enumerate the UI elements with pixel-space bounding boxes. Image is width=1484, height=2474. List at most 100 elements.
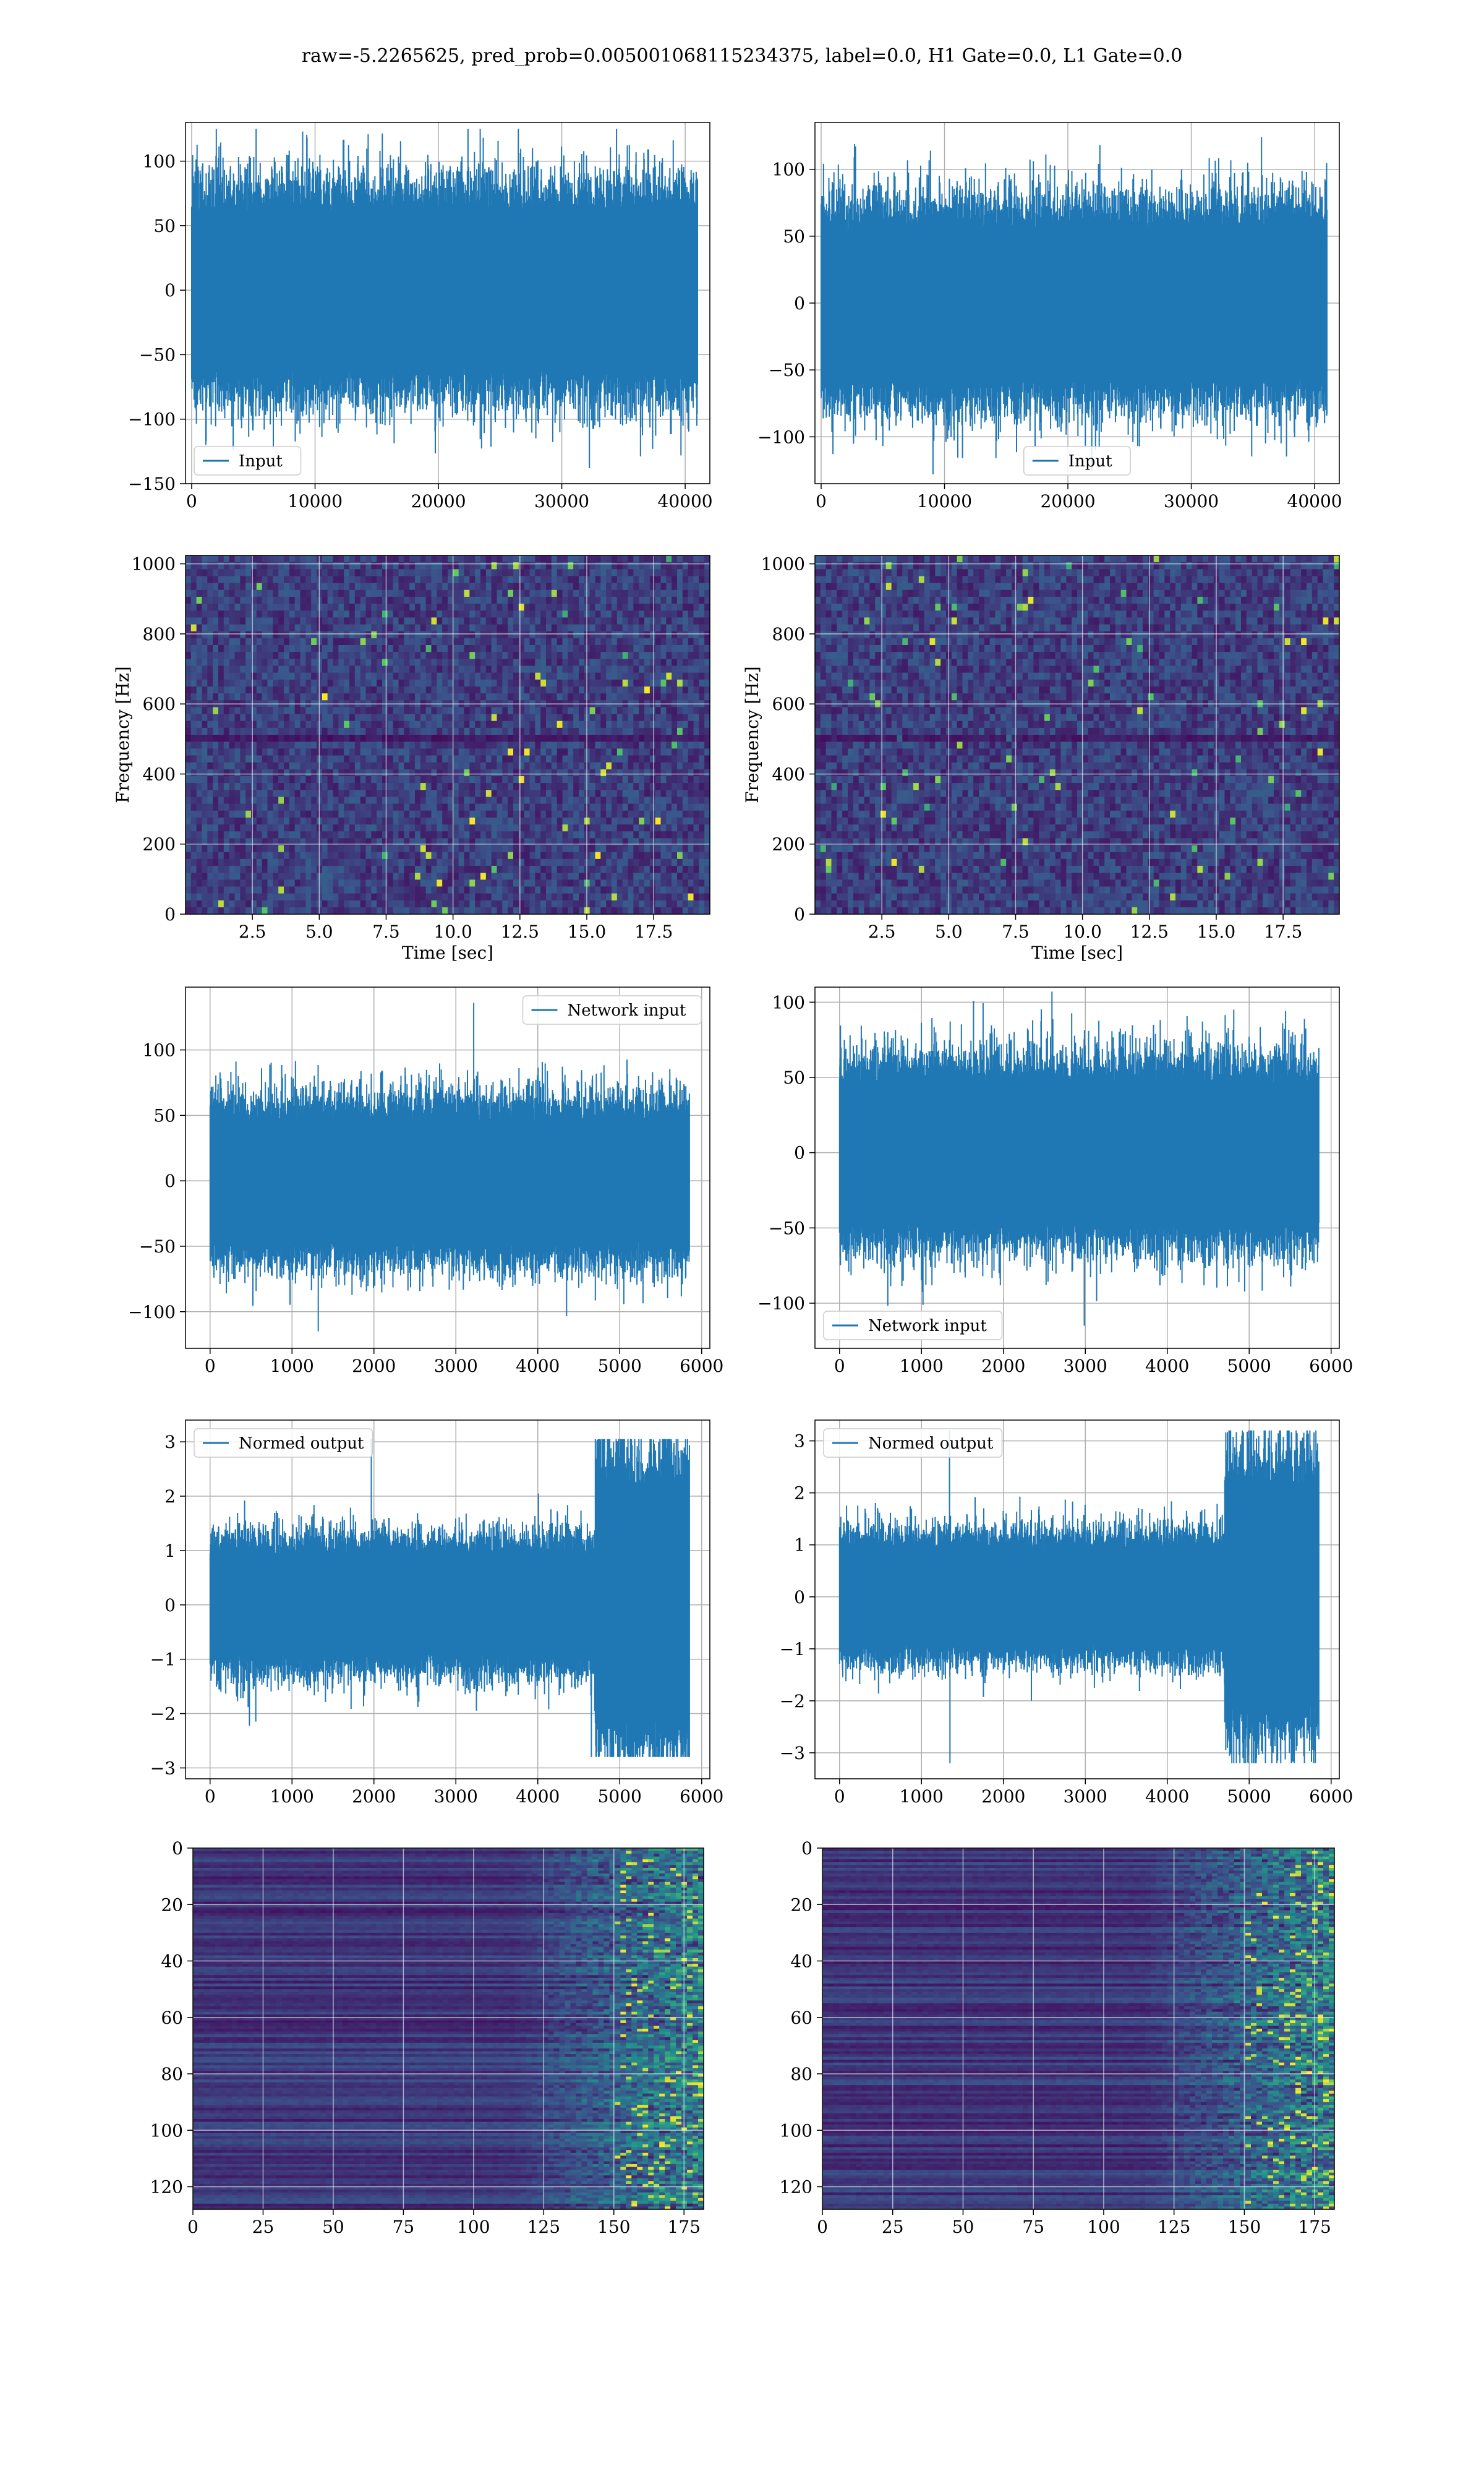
x-tick-label: 175	[1298, 2217, 1331, 2237]
x-tick-label: 15.0	[568, 922, 606, 942]
x-tick-label: 4000	[1145, 1356, 1189, 1376]
series-burst-core	[1224, 1513, 1319, 1680]
x-tick-label: 3000	[1064, 1786, 1107, 1807]
x-tick-label: 4000	[516, 1356, 560, 1376]
y-tick-label: 100	[780, 2120, 812, 2141]
y-tick-label: −2	[150, 1704, 176, 1724]
x-tick-label: 17.5	[1264, 922, 1302, 942]
y-tick-label: 0	[794, 293, 805, 314]
x-tick-label: 0	[205, 1356, 216, 1376]
x-tick-label: 5000	[1227, 1356, 1271, 1376]
legend-label: Input	[239, 452, 283, 471]
x-tick-label: 2000	[352, 1786, 396, 1807]
y-tick-label: −100	[757, 427, 805, 447]
x-tick-label: 20000	[1040, 491, 1095, 511]
y-tick-label: 200	[772, 834, 805, 855]
y-tick-label: 0	[164, 904, 176, 925]
x-tick-label: 6000	[1309, 1786, 1353, 1807]
heatmap-cells	[193, 1848, 704, 2210]
y-tick-label: 0	[794, 1587, 805, 1607]
y-tick-label: −50	[769, 1218, 805, 1238]
x-tick-label: 10000	[917, 491, 972, 511]
x-tick-label: 40000	[658, 491, 713, 511]
x-axis-label: Time [sec]	[402, 943, 493, 963]
y-tick-label: 50	[783, 226, 805, 247]
legend-box	[823, 1428, 1003, 1458]
y-tick-label: 50	[153, 1105, 176, 1126]
y-tick-label: 1	[164, 1541, 176, 1561]
y-tick-label: −100	[757, 1293, 805, 1314]
x-tick-label: 150	[597, 2217, 630, 2237]
x-tick-label: 17.5	[634, 922, 673, 942]
y-tick-label: −50	[139, 345, 176, 365]
y-tick-label: 0	[794, 904, 805, 925]
series-core	[210, 1131, 689, 1231]
y-tick-label: −3	[780, 1743, 805, 1763]
x-tick-label: 0	[205, 1786, 216, 1807]
figure-title: raw=-5.2265625, pred_prob=0.005001068115…	[302, 45, 1183, 67]
y-tick-label: 600	[772, 694, 805, 714]
y-tick-label: −3	[150, 1758, 176, 1778]
subplot-r2c1: 2.5 5.0 7.5 10.0 12.5 15.0 17.5 0 200 400 600 800 10…	[113, 554, 710, 963]
y-axis-label: Frequency [Hz]	[113, 666, 133, 803]
subplot-r5c1: 0 25 50 75 100 125 150 175 0 20 40 60 80 100 120	[150, 1838, 704, 2237]
subplot-r2c2: 2.5 5.0 7.5 10.0 12.5 15.0 17.5 0 200 400 600 800 10…	[742, 554, 1340, 963]
y-tick-label: 100	[150, 2120, 183, 2141]
axes-frame	[185, 987, 710, 1349]
x-tick-label: 3000	[434, 1356, 478, 1376]
y-tick-label: 400	[143, 764, 176, 784]
x-tick-label: 3000	[434, 1786, 478, 1807]
y-tick-label: −2	[780, 1691, 805, 1711]
y-tick-label: 40	[161, 1951, 183, 1972]
x-tick-label: 7.5	[372, 922, 400, 942]
y-tick-label: −100	[128, 1302, 176, 1322]
y-tick-label: 0	[164, 1171, 176, 1191]
y-tick-label: 2	[794, 1483, 805, 1504]
y-tick-label: 20	[790, 1894, 812, 1915]
x-tick-label: 10000	[288, 491, 343, 511]
x-tick-label: 0	[817, 2217, 828, 2237]
x-tick-label: 40000	[1287, 491, 1342, 511]
y-tick-label: 120	[150, 2177, 183, 2198]
x-tick-label: 2000	[981, 1786, 1025, 1807]
legend-box	[823, 1311, 1003, 1340]
x-tick-label: 10.0	[1063, 922, 1101, 942]
series-core	[210, 1563, 595, 1647]
legend-box	[194, 446, 302, 476]
legend-label: Normed output	[868, 1434, 994, 1453]
x-tick-label: 4000	[516, 1786, 560, 1807]
axes-frame	[185, 1419, 710, 1779]
y-tick-label: 20	[161, 1894, 183, 1915]
y-tick-label: 0	[164, 1595, 176, 1616]
x-tick-label: 2000	[981, 1356, 1025, 1376]
x-tick-label: 5000	[598, 1786, 642, 1807]
subplot-r4c1: Normed output 0 1000 2000 3000 4000 5000 6000 3 2…	[150, 1419, 723, 1807]
x-tick-label: 50	[952, 2217, 974, 2237]
axes-frame	[814, 1419, 1340, 1779]
x-axis-label: Time [sec]	[1031, 943, 1123, 963]
y-tick-label: 400	[772, 764, 805, 784]
x-tick-label: 5.0	[935, 922, 963, 942]
axes-frame	[192, 1847, 704, 2210]
y-tick-label: 1000	[132, 554, 176, 575]
y-tick-label: 100	[143, 1040, 176, 1061]
subplot-r1c2: Input 0 10000 20000 30000 40000 100 50 0 −50 −100	[757, 122, 1342, 511]
axes-frame	[185, 122, 710, 484]
x-tick-label: 25	[252, 2217, 275, 2237]
x-tick-label: 2.5	[239, 922, 267, 942]
y-tick-label: 1000	[761, 554, 805, 575]
heatmap-cells	[822, 1848, 1335, 2210]
y-tick-label: 60	[161, 2008, 183, 2028]
x-tick-label: 10.0	[433, 922, 472, 942]
x-tick-label: 3000	[1064, 1356, 1107, 1376]
x-tick-label: 7.5	[1002, 922, 1030, 942]
y-tick-label: −1	[150, 1650, 176, 1670]
y-tick-label: 100	[772, 992, 805, 1012]
subplot-r1c1: Input 0 10000 20000 30000 40000 100 50 0 −50 −100 −…	[128, 122, 713, 511]
legend-label: Normed output	[239, 1434, 364, 1453]
y-tick-label: 1	[794, 1535, 805, 1556]
y-tick-label: 600	[143, 694, 176, 714]
